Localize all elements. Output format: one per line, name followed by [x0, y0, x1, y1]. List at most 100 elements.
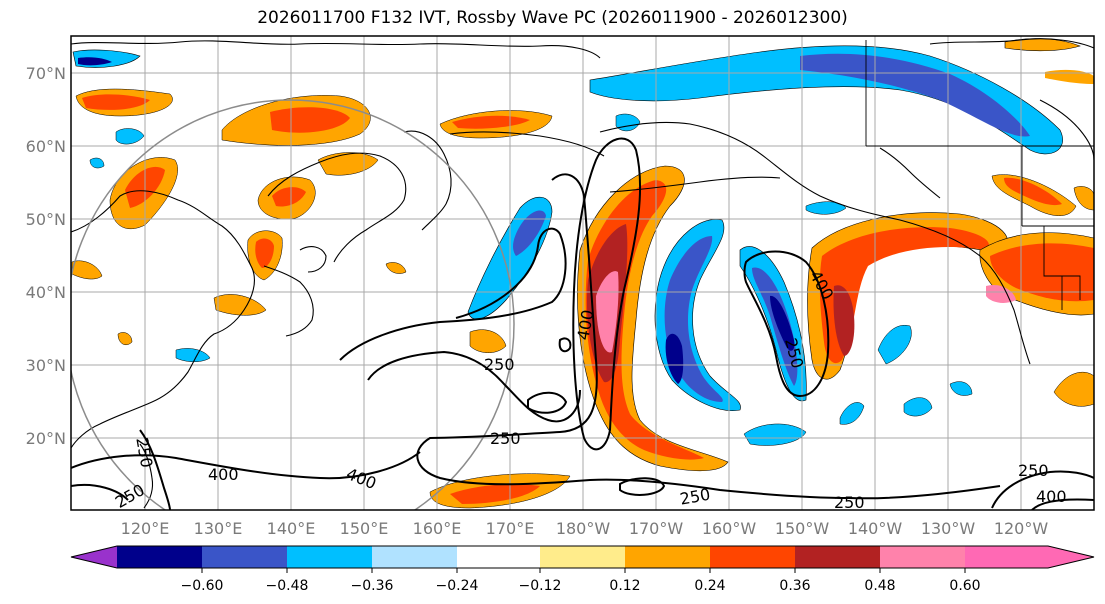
shade-asia-11	[175, 348, 211, 362]
lon-label-120w: 120°W	[994, 519, 1049, 538]
lat-label-30: 30°N	[26, 356, 66, 375]
contour-400-jet	[572, 137, 642, 451]
shade-asia-13	[469, 329, 507, 353]
colorbar-swatch-7	[625, 546, 710, 568]
shade-asia-12	[115, 128, 145, 145]
lat-labels: 70°N 60°N 50°N 40°N 30°N 20°N	[26, 64, 66, 448]
coast-alaska	[599, 121, 1031, 365]
shade-asia-6	[317, 152, 379, 176]
shade-140w-red	[819, 227, 989, 364]
contour-400-se	[1031, 498, 1094, 510]
shade-ne-small-6	[949, 381, 973, 396]
shade-140w-darkred	[833, 285, 855, 356]
shade-asia-9	[71, 260, 103, 280]
colorbar-swatch-1	[117, 546, 202, 568]
shade-uswc-red	[990, 243, 1094, 302]
shade-nw-blue-core	[78, 57, 112, 66]
contour-400-wpac	[71, 451, 421, 480]
contour-250-inner2	[367, 350, 581, 423]
shade-140w-darkest	[770, 295, 795, 351]
shade-140w-blue-core	[752, 267, 798, 386]
shade-ne-small-9	[385, 262, 407, 274]
lon-label-150e: 150°E	[340, 519, 389, 538]
shade-asia-10	[117, 332, 133, 345]
colorbar-tick-labels: −0.60 −0.48 −0.36 −0.24 −0.12 0.12 0.24 …	[181, 578, 981, 594]
shade-ne-small-3	[877, 324, 912, 365]
shade-cp-blue-core	[513, 210, 546, 256]
shade-dateline-pink	[596, 271, 619, 353]
shade-uswc-north-core	[1004, 177, 1062, 206]
border-canada-provinces	[866, 145, 1094, 226]
coast-aleutians	[609, 176, 781, 193]
cb-tick-label-6: 0.12	[609, 578, 640, 594]
contour-250-large	[416, 173, 1001, 500]
colorbar-swatch-8	[710, 546, 795, 568]
border-us-states	[1043, 226, 1081, 310]
coast-kamchatka	[403, 130, 452, 231]
shade-ne-small-5	[903, 397, 933, 417]
lon-label-130e: 130°E	[194, 519, 243, 538]
map-panel: 400 400 250 250 250 400 400 250 250 250 …	[70, 35, 1095, 511]
lon-label-160w: 160°W	[702, 519, 757, 538]
lon-label-130w: 130°W	[921, 519, 976, 538]
shade-sub-orange-core	[450, 484, 540, 504]
colorbar-swatch-9	[795, 546, 880, 568]
coast-philippines	[139, 443, 154, 509]
coast-okhotsk	[267, 152, 407, 263]
lon-label-150w: 150°W	[775, 519, 830, 538]
contour-250-inner	[339, 227, 567, 361]
shade-asia-2-core	[270, 107, 350, 133]
cb-tick-label-3: −0.36	[351, 578, 394, 594]
contour-250-se	[991, 470, 1094, 509]
contour-250-small-sub	[619, 477, 666, 496]
contour-labels: 400 400 250 250 250 400 400 250 250 250 …	[112, 267, 1067, 510]
lon-label-120e: 120°E	[121, 519, 170, 538]
colorbar-swatch-5	[457, 546, 540, 568]
cb-tick-label-9: 0.48	[864, 578, 895, 594]
contour-label-400-wpac: 400	[208, 465, 239, 484]
figure-title: 2026011700 F132 IVT, Rossby Wave PC (202…	[257, 8, 848, 28]
lat-label-50: 50°N	[26, 210, 66, 229]
shade-ne-small-1	[805, 201, 847, 215]
shade-asia-1-core	[82, 94, 150, 110]
colorbar-over-arrow	[965, 546, 1094, 568]
coastlines	[71, 38, 1094, 509]
shade-asia-5-core	[272, 187, 306, 207]
contour-250-small	[527, 391, 568, 414]
lat-label-40: 40°N	[26, 283, 66, 302]
cb-tick-label-8: 0.36	[779, 578, 810, 594]
coast-east-asia	[71, 190, 255, 449]
shade-asia-7-core	[255, 238, 274, 268]
coast-chukotka-bering	[449, 131, 605, 157]
reference-circle	[71, 99, 515, 510]
colorbar	[70, 545, 1095, 569]
political-borders	[865, 40, 1094, 310]
contour-label-250-mid: 250	[484, 355, 515, 374]
shade-ne-small-4	[839, 402, 865, 425]
colorbar-under-arrow	[71, 546, 117, 568]
cb-tick-label-10: 0.60	[949, 578, 980, 594]
contour-label-250-se: 250	[1018, 461, 1049, 480]
colorbar-swatch-2	[202, 546, 287, 568]
cb-tick-label-2: −0.48	[266, 578, 309, 594]
coast-bc-archipelago	[879, 147, 941, 199]
lat-label-60: 60°N	[26, 137, 66, 156]
ivt-contours	[71, 137, 1094, 510]
contour-label-400-se: 400	[1036, 487, 1067, 506]
shade-arctic-band-core	[800, 53, 1030, 137]
coast-japan-hokkaido	[299, 246, 327, 273]
lat-label-20: 20°N	[26, 429, 66, 448]
colorbar-swatch-3	[287, 546, 372, 568]
shade-ne-blue-darkest	[665, 333, 684, 384]
shade-ne-small-10	[89, 157, 105, 169]
colorbar-swatch-10	[880, 546, 965, 568]
cb-tick-label-7: 0.24	[694, 578, 725, 594]
contour-label-250-lower: 250	[490, 429, 521, 448]
lon-label-180: 180°W	[556, 519, 611, 538]
lon-label-140e: 140°E	[267, 519, 316, 538]
colorbar-swatch-4	[372, 546, 457, 568]
map-frame	[70, 35, 1095, 511]
lon-label-160e: 160°E	[413, 519, 462, 538]
contour-400-ne	[743, 250, 830, 398]
